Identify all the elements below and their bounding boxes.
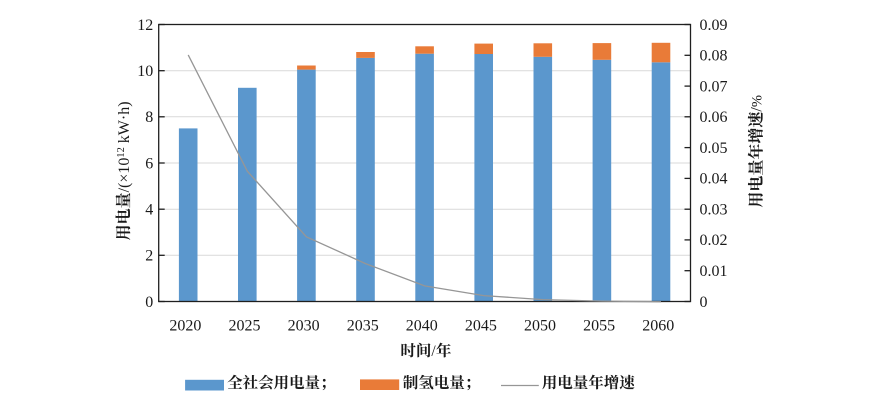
svg-text:2030: 2030: [288, 317, 320, 334]
svg-text:2: 2: [145, 248, 153, 265]
svg-text:0.02: 0.02: [700, 232, 728, 249]
svg-text:2040: 2040: [406, 317, 438, 334]
svg-text:0.05: 0.05: [700, 140, 728, 157]
svg-text:2055: 2055: [583, 317, 615, 334]
svg-text:10: 10: [137, 63, 153, 80]
svg-text:8: 8: [145, 109, 153, 126]
svg-text:4: 4: [145, 202, 153, 219]
svg-text:0.09: 0.09: [700, 17, 728, 34]
svg-text:2060: 2060: [642, 317, 674, 334]
svg-text:0.06: 0.06: [700, 109, 728, 126]
svg-text:2045: 2045: [465, 317, 497, 334]
svg-text:/: /: [431, 343, 436, 360]
svg-text:2050: 2050: [524, 317, 556, 334]
svg-text:0: 0: [145, 294, 153, 311]
svg-text:0.01: 0.01: [700, 263, 728, 280]
svg-text:0.03: 0.03: [700, 202, 728, 219]
svg-text:12: 12: [137, 17, 153, 34]
svg-text:2020: 2020: [169, 317, 201, 334]
svg-text:2035: 2035: [347, 317, 379, 334]
svg-text:0.07: 0.07: [700, 78, 728, 95]
svg-text:0: 0: [700, 294, 708, 311]
svg-text:0.04: 0.04: [700, 171, 728, 188]
svg-text:/(×1012 kW·h): /(×1012 kW·h): [116, 101, 133, 192]
svg-text:6: 6: [145, 155, 153, 172]
svg-text:/%: /%: [749, 95, 766, 112]
svg-text:2025: 2025: [229, 317, 261, 334]
svg-text:0.08: 0.08: [700, 48, 728, 65]
